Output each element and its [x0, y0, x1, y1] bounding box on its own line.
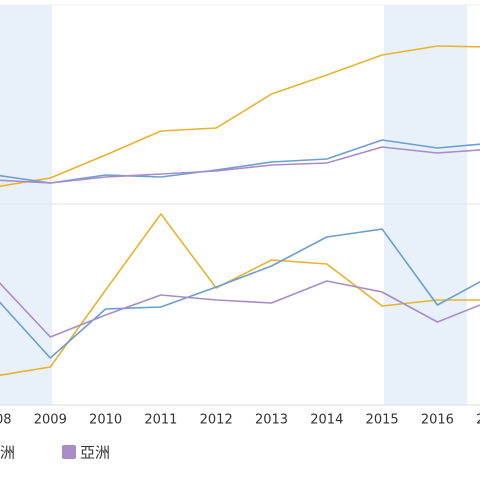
line [0, 146, 480, 184]
x-tick-label: 2012 [200, 413, 233, 428]
line [0, 213, 480, 376]
line [0, 139, 480, 184]
line [0, 45, 480, 187]
x-tick-label: 2015 [366, 413, 399, 428]
x-tick-label: 2017 [476, 413, 480, 428]
legend-label: 洲 [0, 444, 15, 462]
line [0, 280, 480, 338]
line [0, 228, 480, 359]
x-tick-label: 2011 [144, 413, 177, 428]
highlight-band [384, 5, 467, 405]
legend-swatch [62, 445, 76, 459]
legend-label: 亞洲 [80, 444, 110, 462]
x-tick-label: 2010 [89, 413, 122, 428]
x-tick-label: 2013 [255, 413, 288, 428]
x-tick-label: 2016 [421, 413, 454, 428]
x-tick-label: 2009 [34, 413, 67, 428]
x-tick-label: 2014 [310, 413, 343, 428]
x-tick-label: 2008 [0, 413, 12, 428]
highlight-band [0, 5, 52, 405]
